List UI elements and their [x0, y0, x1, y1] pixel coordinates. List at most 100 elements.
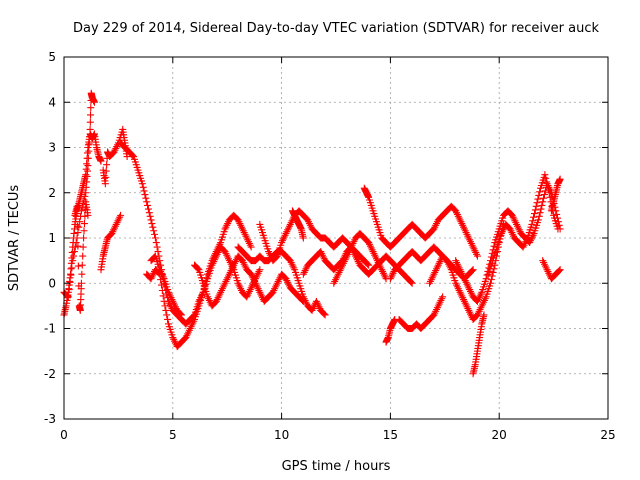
data-point: [531, 206, 539, 214]
data-point: [469, 266, 477, 274]
data-point: [65, 286, 73, 294]
data-points: [60, 89, 564, 378]
data-point: [534, 216, 542, 224]
data-point: [146, 212, 154, 220]
data-point: [536, 209, 544, 217]
data-point: [487, 276, 495, 284]
data-point: [540, 194, 548, 202]
data-point: [129, 152, 137, 160]
data-point: [84, 162, 92, 170]
data-point: [533, 199, 541, 207]
data-point: [407, 278, 415, 286]
data-point: [86, 125, 94, 133]
data-point: [556, 175, 564, 183]
series-arc-5: [97, 211, 125, 274]
data-point: [150, 227, 158, 235]
data-point: [101, 180, 109, 188]
data-point: [468, 267, 476, 275]
data-point: [365, 261, 373, 269]
data-point: [70, 248, 78, 256]
series-arc-7: [143, 243, 264, 351]
data-point: [90, 98, 98, 106]
data-point: [76, 218, 84, 226]
data-point: [163, 311, 171, 319]
series-arc-15: [360, 184, 481, 260]
data-point: [534, 195, 542, 203]
data-point: [473, 252, 481, 260]
series-arc-13: [299, 243, 416, 287]
series-arc-17: [395, 293, 447, 332]
data-point: [144, 205, 152, 213]
x-tick-label: 5: [169, 428, 177, 442]
data-point: [123, 153, 131, 161]
y-tick-label: 2: [48, 186, 56, 200]
series-arc-6: [117, 139, 255, 328]
series-arc-16: [382, 315, 399, 346]
series-arc-1: [60, 130, 105, 319]
axis-ticks: 0 5 10 15 20 25 -3 -2 -1 0 1 2 3 4 5: [44, 50, 616, 442]
y-tick-label: 0: [48, 276, 56, 290]
y-tick-label: -2: [44, 367, 56, 381]
data-point: [540, 191, 548, 199]
data-point: [79, 243, 87, 251]
data-point: [149, 223, 157, 231]
data-point: [143, 198, 151, 206]
data-point: [81, 212, 89, 220]
data-point: [73, 222, 81, 230]
data-point: [529, 217, 537, 225]
series-arc-24: [547, 175, 564, 215]
data-point: [556, 266, 564, 274]
data-point: [488, 272, 496, 280]
data-point: [554, 225, 562, 233]
data-point: [80, 234, 88, 242]
data-point: [144, 201, 152, 209]
data-point: [299, 234, 307, 242]
data-point: [553, 210, 561, 218]
data-point: [539, 198, 547, 206]
data-point: [153, 243, 161, 251]
data-point: [147, 216, 155, 224]
data-point: [103, 161, 111, 169]
data-point: [408, 279, 416, 287]
data-point: [535, 191, 543, 199]
x-tick-label: 20: [492, 428, 507, 442]
data-point: [70, 252, 78, 260]
data-point: [555, 267, 563, 275]
data-point: [320, 310, 328, 318]
series-arc-3: [71, 198, 92, 314]
data-point: [75, 223, 83, 231]
data-point: [486, 279, 494, 287]
y-axis-label: SDTVAR / TECUs: [7, 185, 22, 292]
data-point: [154, 248, 162, 256]
data-point: [247, 243, 255, 251]
data-point: [151, 234, 159, 242]
y-tick-label: -1: [44, 322, 56, 336]
data-point: [68, 264, 76, 272]
data-point: [537, 205, 545, 213]
series-arc-22: [484, 171, 562, 278]
data-point: [73, 234, 81, 242]
data-point: [545, 189, 553, 197]
data-point: [72, 239, 80, 247]
data-point: [141, 191, 149, 199]
data-point: [78, 270, 86, 278]
data-point: [74, 262, 82, 270]
data-point: [97, 157, 105, 165]
series-arc-12: [288, 207, 307, 242]
y-tick-label: 4: [48, 95, 56, 109]
data-point: [69, 257, 77, 265]
data-point: [151, 230, 159, 238]
data-point: [148, 220, 156, 228]
data-point: [142, 194, 150, 202]
data-point: [490, 242, 498, 250]
series-arc-21: [452, 180, 564, 305]
data-point: [364, 260, 372, 268]
x-tick-label: 15: [383, 428, 398, 442]
data-point: [74, 229, 82, 237]
data-point: [102, 173, 110, 181]
data-point: [78, 261, 86, 269]
data-point: [157, 281, 165, 289]
data-point: [161, 302, 169, 310]
data-point: [86, 133, 94, 141]
